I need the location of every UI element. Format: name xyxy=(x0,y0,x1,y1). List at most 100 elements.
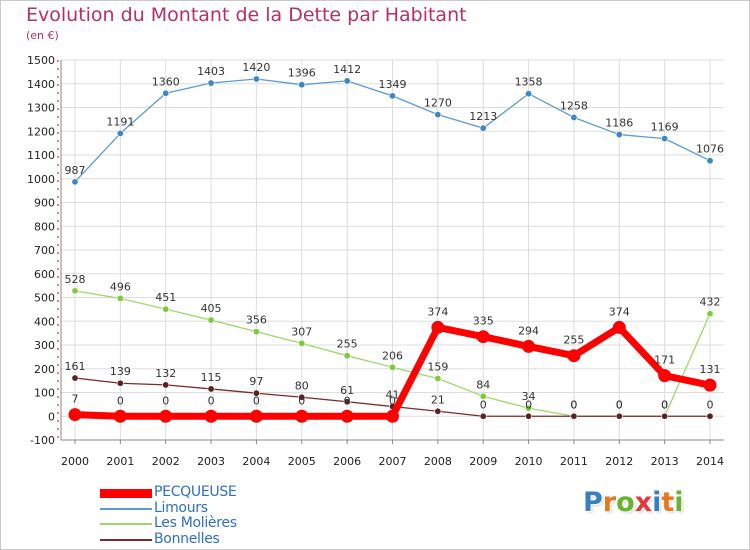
data-point xyxy=(612,320,626,334)
data-label: 1420 xyxy=(242,61,270,74)
legend-swatch xyxy=(100,488,152,498)
data-point xyxy=(68,408,82,422)
data-label: 80 xyxy=(295,379,309,392)
data-point xyxy=(71,287,79,295)
data-point xyxy=(116,379,124,387)
data-point xyxy=(567,349,581,363)
data-label: 1270 xyxy=(424,97,452,110)
data-point xyxy=(476,330,490,344)
data-point xyxy=(343,77,351,85)
data-label: 0 xyxy=(253,394,260,407)
data-point xyxy=(162,89,170,97)
y-tick-label: 1400 xyxy=(27,78,55,91)
chart-unit: (en €) xyxy=(26,29,59,42)
y-tick-label: 600 xyxy=(34,268,55,281)
data-point xyxy=(434,111,442,119)
legend-label: Bonnelles xyxy=(154,530,220,547)
data-label: 0 xyxy=(525,398,532,411)
data-point xyxy=(434,374,442,382)
logo-letter: t xyxy=(661,487,675,518)
data-label: 1076 xyxy=(696,143,724,156)
y-tick-label: 1100 xyxy=(27,149,55,162)
data-point xyxy=(252,389,260,397)
legend-label: Les Molières xyxy=(154,515,237,531)
data-label: 84 xyxy=(476,378,490,391)
y-tick-label: 1000 xyxy=(27,173,55,186)
data-label: 131 xyxy=(700,363,721,376)
y-tick-label: 300 xyxy=(34,339,55,352)
data-label: 0 xyxy=(661,398,668,411)
data-point xyxy=(207,385,215,393)
x-tick-label: 2006 xyxy=(333,455,361,468)
data-label: 7 xyxy=(72,393,79,406)
x-tick-label: 2011 xyxy=(560,455,588,468)
data-point xyxy=(706,412,714,420)
y-tick-label: 800 xyxy=(34,220,55,233)
data-point xyxy=(249,409,263,423)
data-label: 1186 xyxy=(605,117,633,130)
data-point xyxy=(295,409,309,423)
data-point xyxy=(204,409,218,423)
y-tick-label: 200 xyxy=(34,363,55,376)
data-label: 115 xyxy=(201,371,222,384)
data-label: 0 xyxy=(344,394,351,407)
x-tick-label: 2001 xyxy=(106,455,134,468)
data-label: 356 xyxy=(246,314,267,327)
data-label: 206 xyxy=(382,349,403,362)
data-label: 1412 xyxy=(333,63,361,76)
data-label: 374 xyxy=(427,305,448,318)
data-label: 335 xyxy=(473,315,494,328)
data-label: 161 xyxy=(65,360,86,373)
data-label: 496 xyxy=(110,280,131,293)
y-tick-label: 700 xyxy=(34,244,55,257)
data-label: 0 xyxy=(707,398,714,411)
x-tick-label: 2010 xyxy=(515,455,543,468)
x-tick-label: 2008 xyxy=(424,455,452,468)
data-label: 307 xyxy=(291,325,312,338)
y-tick-label: 1500 xyxy=(27,54,55,67)
y-tick-label: 1300 xyxy=(27,102,55,115)
data-point xyxy=(522,339,536,353)
legend-swatch xyxy=(100,538,152,541)
data-point xyxy=(252,75,260,83)
y-tick-label: 1200 xyxy=(27,125,55,138)
data-label: 1358 xyxy=(515,76,543,89)
x-tick-label: 2007 xyxy=(379,455,407,468)
x-tick-label: 2003 xyxy=(197,455,225,468)
data-point xyxy=(162,381,170,389)
data-label: 171 xyxy=(654,354,675,367)
data-point xyxy=(525,404,533,412)
logo-letter: i xyxy=(674,487,684,518)
data-point xyxy=(113,409,127,423)
data-point xyxy=(479,412,487,420)
data-label: 987 xyxy=(65,164,86,177)
data-label: 1169 xyxy=(651,121,679,134)
legend-swatch xyxy=(100,507,152,510)
data-label: 528 xyxy=(65,273,86,286)
y-tick-label: 0 xyxy=(48,410,55,423)
data-point xyxy=(615,131,623,139)
data-point xyxy=(388,92,396,100)
data-point xyxy=(340,409,354,423)
data-label: 97 xyxy=(249,375,263,388)
data-point xyxy=(71,178,79,186)
data-point xyxy=(706,157,714,165)
data-point xyxy=(343,398,351,406)
data-label: 61 xyxy=(340,384,354,397)
data-label: 0 xyxy=(389,394,396,407)
data-point xyxy=(162,305,170,313)
data-label: 0 xyxy=(117,394,124,407)
y-tick-label: 500 xyxy=(34,292,55,305)
data-label: 159 xyxy=(427,360,448,373)
data-label: 1403 xyxy=(197,65,225,78)
data-label: 0 xyxy=(616,398,623,411)
data-label: 1213 xyxy=(469,110,497,123)
data-point xyxy=(570,412,578,420)
data-label: 432 xyxy=(700,296,721,309)
data-point xyxy=(298,393,306,401)
x-tick-label: 2013 xyxy=(651,455,679,468)
data-label: 1258 xyxy=(560,99,588,112)
data-label: 1360 xyxy=(152,75,180,88)
data-point xyxy=(116,294,124,302)
